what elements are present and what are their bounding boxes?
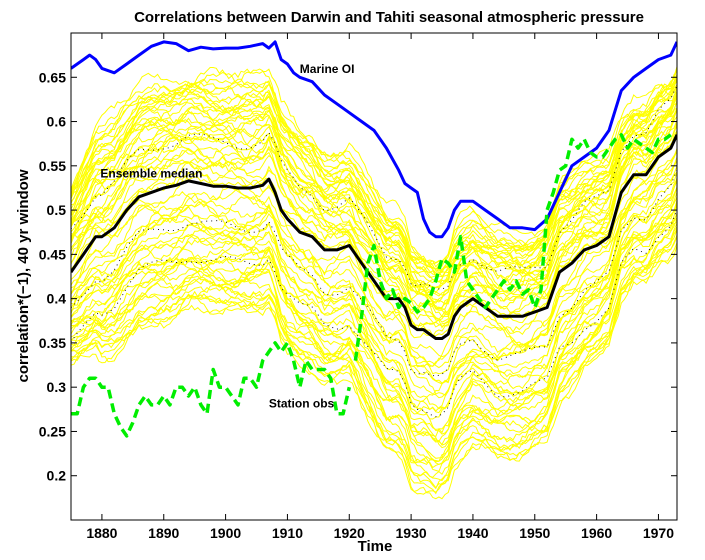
ensemble-member-line xyxy=(71,94,677,297)
x-tick-label: 1940 xyxy=(457,525,488,541)
x-axis-label: Time xyxy=(358,538,393,555)
ensemble-member-line xyxy=(71,79,677,278)
ensemble-member-line xyxy=(71,120,677,320)
x-tick-label: 1970 xyxy=(643,525,674,541)
y-tick-label: 0.65 xyxy=(39,69,66,85)
ensemble-median-line xyxy=(71,134,677,340)
plot-area xyxy=(71,40,677,500)
ensemble-member-line xyxy=(71,165,677,385)
series-lines xyxy=(71,40,677,438)
ensemble-member-line xyxy=(71,67,677,270)
ensemble-quantile-line xyxy=(71,209,677,418)
ensemble-member-line xyxy=(71,177,677,409)
chart-title: Correlations between Darwin and Tahiti s… xyxy=(134,9,644,26)
ensemble-members xyxy=(71,66,677,500)
ensemble-member-line xyxy=(71,222,677,466)
ensemble-member-line xyxy=(71,98,677,294)
y-tick-label: 0.6 xyxy=(47,114,67,130)
y-tick-label: 0.35 xyxy=(39,335,66,351)
y-tick-label: 0.55 xyxy=(39,158,66,174)
ensemble-member-line xyxy=(71,157,677,384)
station-obs-late-line xyxy=(353,133,672,361)
plot-frame xyxy=(70,32,678,521)
x-tick-label: 1890 xyxy=(148,525,179,541)
marine-annotation: Marine OI xyxy=(300,62,355,76)
y-tick-label: 0.5 xyxy=(47,202,67,218)
ensemble-member-line xyxy=(71,85,677,284)
ensemble-member-line xyxy=(71,204,677,446)
ensemble-member-line xyxy=(71,125,677,330)
ensemble-member-line xyxy=(71,133,677,339)
ensemble-member-line xyxy=(71,76,677,278)
annotations: Marine OI Ensemble median Station obs xyxy=(100,62,354,411)
x-tick-label: 1920 xyxy=(334,525,365,541)
ensemble-member-line xyxy=(71,108,677,310)
x-axis: 1880 1890 1900 1910 1920 1930 1940 1950 1960 1970 xyxy=(86,33,674,541)
ensemble-member-line xyxy=(71,213,677,462)
marine-oi-line xyxy=(71,40,677,239)
ensemble-member-line xyxy=(71,108,677,323)
ensemble-member-line xyxy=(71,236,677,490)
ensemble-member-line xyxy=(71,198,677,435)
ensemble-member-line xyxy=(71,70,677,268)
station-annotation: Station obs xyxy=(269,397,335,411)
ensemble-member-line xyxy=(71,186,677,414)
y-tick-label: 0.25 xyxy=(39,423,66,439)
x-tick-label: 1900 xyxy=(210,525,241,541)
y-tick-label: 0.4 xyxy=(47,291,67,307)
x-tick-label: 1960 xyxy=(581,525,612,541)
x-tick-label: 1880 xyxy=(86,525,117,541)
ensemble-member-line xyxy=(71,148,677,358)
y-tick-label: 0.2 xyxy=(47,468,67,484)
y-tick-label: 0.3 xyxy=(47,379,67,395)
ensemble-member-line xyxy=(71,178,677,410)
x-tick-label: 1910 xyxy=(272,525,303,541)
ensemble-member-line xyxy=(71,150,677,369)
x-tick-label: 1930 xyxy=(396,525,427,541)
ensemble-member-line xyxy=(71,152,677,375)
station-obs-line xyxy=(71,341,352,438)
ensemble-member-line xyxy=(71,160,677,368)
y-tick-label: 0.45 xyxy=(39,246,66,262)
ensemble-member-line xyxy=(71,245,677,495)
x-tick-label: 1950 xyxy=(519,525,550,541)
y-axis-label: correlation*(−1), 40 yr window xyxy=(15,169,32,382)
median-annotation: Ensemble median xyxy=(100,166,202,180)
ensemble-member-line xyxy=(71,130,677,327)
ensemble-member-line xyxy=(71,84,677,279)
y-axis: 0.2 0.25 0.3 0.35 0.4 0.45 0.5 0.55 0.6 0.65 xyxy=(39,69,677,484)
